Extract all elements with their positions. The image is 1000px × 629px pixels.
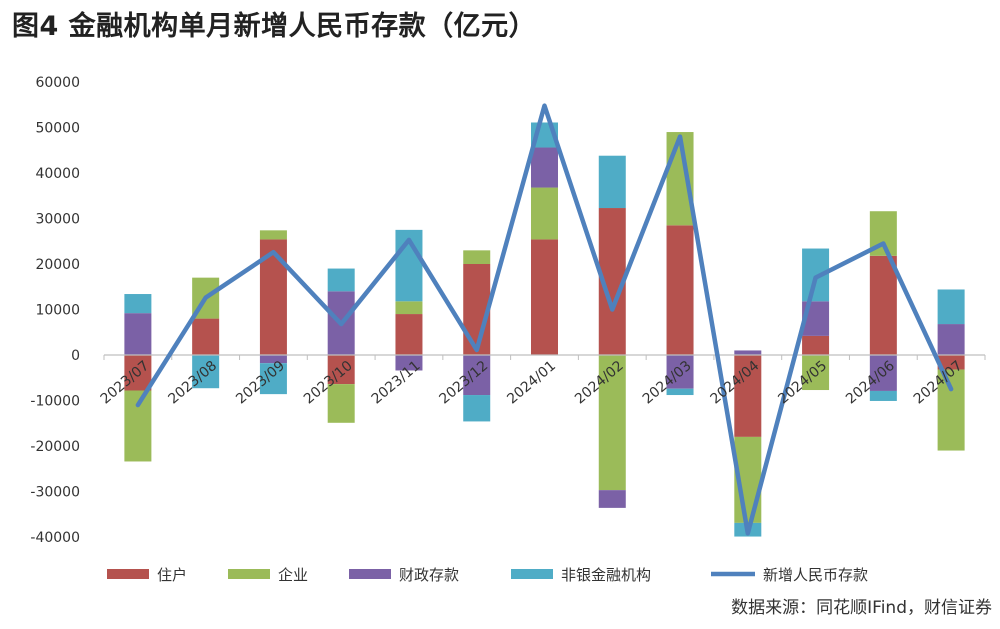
line-layer <box>135 103 954 536</box>
bar-segment <box>531 147 558 188</box>
bar-segment <box>869 355 897 391</box>
bar-segment <box>666 225 694 355</box>
legend-label: 财政存款 <box>399 566 459 584</box>
bar-segment <box>869 255 897 355</box>
bar-segment <box>666 388 694 396</box>
bar-segment <box>124 313 152 355</box>
bar-segment <box>395 314 423 355</box>
legend-label: 非银金融机构 <box>561 566 651 584</box>
x-tick-label: 2024/01 <box>504 358 559 408</box>
legend-swatch <box>349 569 391 579</box>
bar-segment <box>327 384 355 423</box>
legend-swatch <box>107 569 149 579</box>
y-tick-label: 60000 <box>35 75 80 91</box>
bar-segment <box>802 355 830 391</box>
y-tick-label: -20000 <box>30 439 80 455</box>
bar-segment <box>937 355 965 370</box>
y-tick-label: 40000 <box>35 166 80 182</box>
bar-segment <box>531 187 558 240</box>
bar-segment <box>531 239 558 355</box>
bar-segment <box>463 355 491 396</box>
y-tick-label: 0 <box>71 348 80 364</box>
bars-layer <box>103 122 986 537</box>
bar-segment <box>937 289 965 325</box>
legend-label: 住户 <box>157 566 187 584</box>
y-axis: 60000 50000 40000 30000 20000 10000 0 -10000 -20… <box>30 75 80 546</box>
y-tick-label: 10000 <box>35 303 80 319</box>
y-tick-label: -40000 <box>30 530 80 546</box>
bar-segment <box>192 355 220 389</box>
bar-segment <box>192 318 220 355</box>
bar-segment <box>327 355 355 385</box>
bar-segment <box>598 355 626 491</box>
bar-segment <box>802 335 830 355</box>
bar-segment <box>666 355 694 389</box>
legend: 住户 企业 财政存款 非银金融机构 新增人民币存款 <box>107 566 868 584</box>
source-note: 数据来源：同花顺IFind，财信证券 <box>731 598 992 618</box>
legend-label: 企业 <box>278 566 308 584</box>
bar-segment <box>259 355 287 364</box>
legend-swatch <box>228 569 270 579</box>
legend-label: 新增人民币存款 <box>763 566 868 584</box>
bar-segment <box>259 363 287 395</box>
bar-segment <box>395 355 423 371</box>
bar-segment <box>124 294 152 314</box>
bar-segment <box>259 230 287 240</box>
bar-segment <box>124 355 152 391</box>
series-line <box>135 103 954 536</box>
bar-segment <box>598 490 626 508</box>
y-tick-label: 20000 <box>35 257 80 273</box>
bar-segment <box>734 350 762 355</box>
y-tick-label: -30000 <box>30 485 80 501</box>
bar-segment <box>395 301 423 315</box>
legend-swatch <box>511 569 553 579</box>
bar-segment <box>937 324 965 355</box>
bar-segment <box>734 355 762 437</box>
bar-segment <box>327 268 355 292</box>
x-axis: 2023/07 2023/08 2023/09 2023/10 2023/11 2023/… <box>98 358 966 408</box>
y-tick-label: -10000 <box>30 394 80 410</box>
y-tick-label: 50000 <box>35 121 80 137</box>
bar-segment <box>937 369 965 451</box>
bar-segment <box>869 390 897 401</box>
chart-title: 图4 金融机构单月新增人民币存款（亿元） <box>12 11 537 42</box>
bar-segment <box>598 155 626 209</box>
bar-segment <box>463 395 491 422</box>
y-tick-label: 30000 <box>35 212 80 228</box>
bar-segment <box>463 250 491 264</box>
